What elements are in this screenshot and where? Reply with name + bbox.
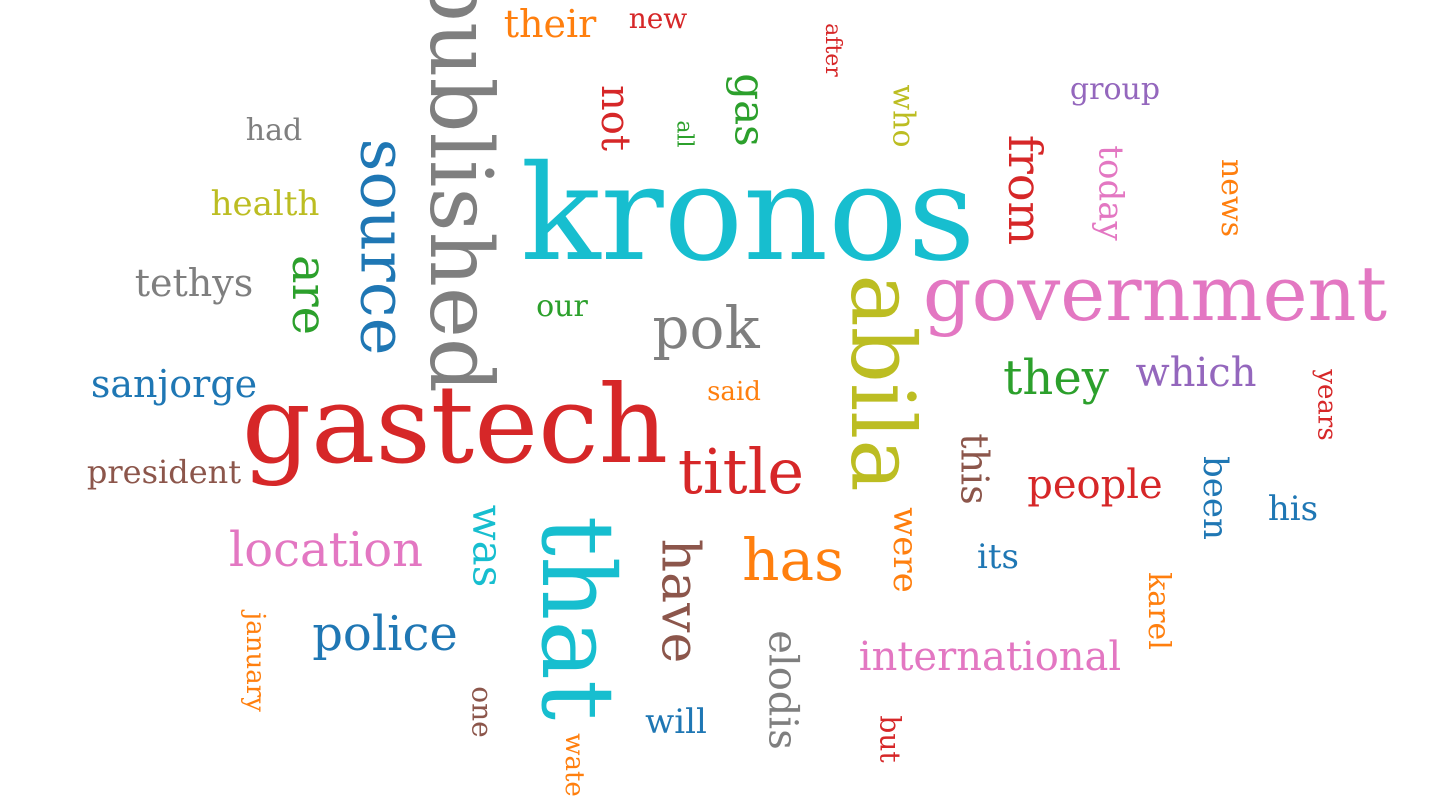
word-health: health <box>210 184 320 224</box>
word-been: been <box>1195 456 1235 540</box>
word-one: one <box>466 686 499 738</box>
word-had: had <box>245 113 303 148</box>
word-that: that <box>519 515 636 721</box>
word-after: after <box>819 23 845 77</box>
word-title: title <box>677 435 805 508</box>
word-from: from <box>997 134 1052 246</box>
word-source: source <box>345 138 419 356</box>
word-this: this <box>953 433 997 505</box>
word-gastech: gastech <box>241 363 669 488</box>
word-are: are <box>281 255 337 335</box>
word-its: its <box>977 537 1019 577</box>
word-government: government <box>922 249 1388 338</box>
word-karel: karel <box>1140 572 1176 650</box>
word-president: president <box>86 453 242 491</box>
word-news: news <box>1214 158 1249 238</box>
word-his: his <box>1267 489 1319 529</box>
word-was: was <box>462 504 512 588</box>
word-kronos: kronos <box>520 137 976 291</box>
word-tethys: tethys <box>134 261 254 305</box>
word-sanjorge: sanjorge <box>90 362 258 406</box>
word-not: not <box>591 85 638 151</box>
word-elodis: elodis <box>759 630 806 750</box>
word-they: they <box>1003 350 1109 406</box>
word-gas: gas <box>725 73 775 147</box>
word-has: has <box>742 526 844 594</box>
word-today: today <box>1090 145 1131 241</box>
word-have: have <box>649 538 709 664</box>
word-location: location <box>228 522 424 578</box>
word-were: were <box>884 507 925 593</box>
word-group: group <box>1069 72 1161 107</box>
word-january: january <box>239 612 270 712</box>
word-but: but <box>874 715 907 763</box>
word-will: will <box>645 702 707 742</box>
word-who: who <box>886 84 921 148</box>
word-our: our <box>536 289 588 324</box>
word-years: years <box>1311 369 1342 441</box>
word-which: which <box>1135 350 1257 396</box>
word-published: published <box>410 0 510 393</box>
word-international: international <box>858 634 1122 680</box>
word-wate: wate <box>559 733 589 797</box>
word-all: all <box>671 120 697 148</box>
word-people: people <box>1027 462 1163 508</box>
word-pok: pok <box>652 294 760 362</box>
word-police: police <box>312 606 458 662</box>
word-abila: abila <box>831 274 934 492</box>
word-their: their <box>503 2 597 46</box>
word-new: new <box>628 2 688 35</box>
word-said: said <box>707 377 761 407</box>
